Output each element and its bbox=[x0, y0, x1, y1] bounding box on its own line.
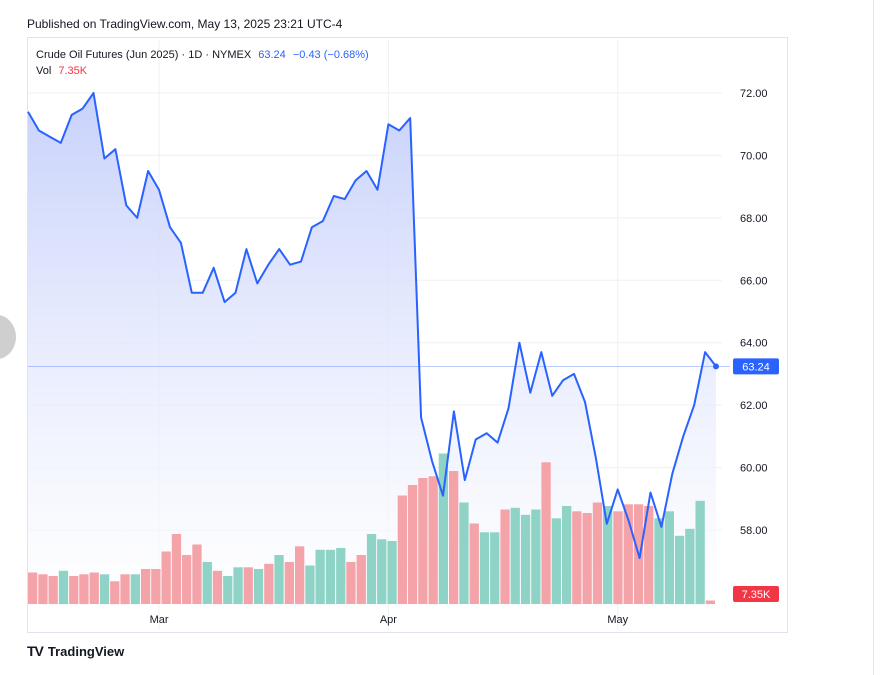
volume-bar bbox=[38, 574, 48, 605]
volume-bar bbox=[613, 511, 623, 605]
volume-bar bbox=[48, 576, 58, 604]
volume-bar bbox=[428, 476, 438, 605]
volume-bar bbox=[89, 572, 99, 604]
published-caption: Published on TradingView.com, May 13, 20… bbox=[27, 17, 343, 31]
y-tick-label: 68.00 bbox=[740, 213, 768, 225]
volume-bar bbox=[654, 518, 664, 605]
volume-bar bbox=[79, 574, 89, 605]
volume-bar bbox=[695, 500, 705, 605]
volume-bar bbox=[264, 563, 274, 605]
volume-bar bbox=[603, 506, 613, 604]
volume-bar bbox=[674, 535, 685, 605]
volume-bar bbox=[346, 562, 356, 604]
volume-bar bbox=[120, 574, 130, 605]
legend-price: 63.24 bbox=[258, 49, 286, 61]
volume-bar bbox=[592, 502, 603, 604]
volume-bar bbox=[407, 485, 418, 604]
volume-bar bbox=[377, 539, 387, 605]
volume-tag-label: 7.35K bbox=[742, 589, 771, 601]
volume-bar bbox=[182, 555, 192, 604]
volume-bar bbox=[223, 576, 233, 604]
volume-bar bbox=[520, 514, 531, 605]
window-right-border bbox=[873, 0, 874, 675]
legend-volume-row: Vol 7.35K bbox=[36, 63, 369, 79]
volume-bar bbox=[387, 541, 397, 604]
volume-bar bbox=[243, 567, 253, 605]
volume-bar bbox=[685, 528, 695, 605]
volume-bar bbox=[490, 532, 500, 605]
volume-bar bbox=[171, 534, 182, 604]
volume-bar bbox=[449, 471, 459, 604]
legend-symbol: Crude Oil Futures (Jun 2025) · 1D · NYME… bbox=[36, 49, 252, 61]
volume-bar bbox=[284, 562, 294, 604]
volume-bar bbox=[99, 574, 110, 605]
y-tick-label: 62.00 bbox=[740, 400, 768, 412]
tradingview-logo-icon: TV bbox=[27, 643, 44, 659]
volume-bar bbox=[130, 574, 140, 605]
volume-bar bbox=[644, 506, 654, 604]
price-tag-label: 63.24 bbox=[742, 361, 770, 373]
volume-bar bbox=[233, 567, 243, 605]
price-tag bbox=[733, 358, 779, 375]
volume-bar bbox=[161, 551, 171, 604]
volume-bar bbox=[28, 572, 38, 604]
volume-bar bbox=[315, 549, 325, 605]
volume-bar bbox=[705, 600, 715, 604]
volume-bar bbox=[531, 509, 541, 604]
y-tick-label: 66.00 bbox=[740, 275, 768, 287]
volume-bar bbox=[562, 506, 572, 604]
volume-bar bbox=[69, 576, 79, 604]
volume-bar bbox=[459, 502, 469, 604]
tradingview-brand: TradingView bbox=[47, 643, 125, 659]
volume-bar bbox=[356, 555, 366, 604]
volume-bar bbox=[551, 518, 561, 605]
x-tick-label: Apr bbox=[380, 614, 397, 626]
tradingview-footer[interactable]: TV TradingView bbox=[27, 643, 124, 659]
volume-bar bbox=[202, 562, 212, 604]
volume-bar bbox=[110, 581, 120, 605]
y-tick-label: 72.00 bbox=[740, 88, 768, 100]
volume-bar bbox=[469, 523, 479, 604]
volume-bar bbox=[510, 507, 520, 605]
volume-bar bbox=[192, 544, 202, 604]
volume-bar bbox=[253, 569, 264, 604]
volume-bar bbox=[295, 546, 305, 605]
volume-tag bbox=[733, 586, 779, 602]
legend-symbol-row: Crude Oil Futures (Jun 2025) · 1D · NYME… bbox=[36, 47, 369, 63]
volume-bar bbox=[500, 509, 510, 604]
x-tick-label: Mar bbox=[150, 614, 169, 626]
price-series-line[interactable] bbox=[27, 92, 717, 560]
volume-bar bbox=[623, 504, 633, 604]
y-tick-label: 60.00 bbox=[740, 463, 768, 475]
volume-bar bbox=[582, 513, 592, 604]
legend-change: −0.43 (−0.68%) bbox=[292, 49, 369, 61]
volume-bar bbox=[336, 548, 346, 604]
legend-vol-value: 7.35K bbox=[58, 65, 88, 77]
volume-bar bbox=[366, 534, 377, 604]
volume-bar bbox=[479, 532, 490, 605]
y-tick-label: 64.00 bbox=[740, 338, 768, 350]
chart-legend: Crude Oil Futures (Jun 2025) · 1D · NYME… bbox=[36, 47, 369, 79]
volume-bar bbox=[397, 495, 407, 604]
last-price-point bbox=[713, 363, 719, 370]
volume-bar bbox=[664, 511, 674, 605]
volume-bar bbox=[438, 453, 448, 604]
volume-bar bbox=[541, 462, 551, 605]
y-tick-label: 70.00 bbox=[740, 150, 768, 162]
volume-bar bbox=[325, 549, 336, 605]
x-tick-label: May bbox=[607, 614, 628, 626]
volume-bar bbox=[151, 569, 161, 604]
y-tick-label: 58.00 bbox=[740, 525, 768, 537]
scroll-handle[interactable] bbox=[0, 315, 16, 359]
volume-bar bbox=[274, 555, 284, 604]
volume-bar bbox=[141, 569, 151, 604]
volume-bar bbox=[305, 565, 315, 604]
volume-bar bbox=[572, 511, 582, 605]
price-area-fill bbox=[28, 93, 716, 604]
volume-bar bbox=[418, 478, 428, 604]
volume-bar bbox=[212, 570, 223, 605]
legend-vol-label: Vol bbox=[36, 65, 52, 77]
volume-bar bbox=[58, 570, 69, 605]
